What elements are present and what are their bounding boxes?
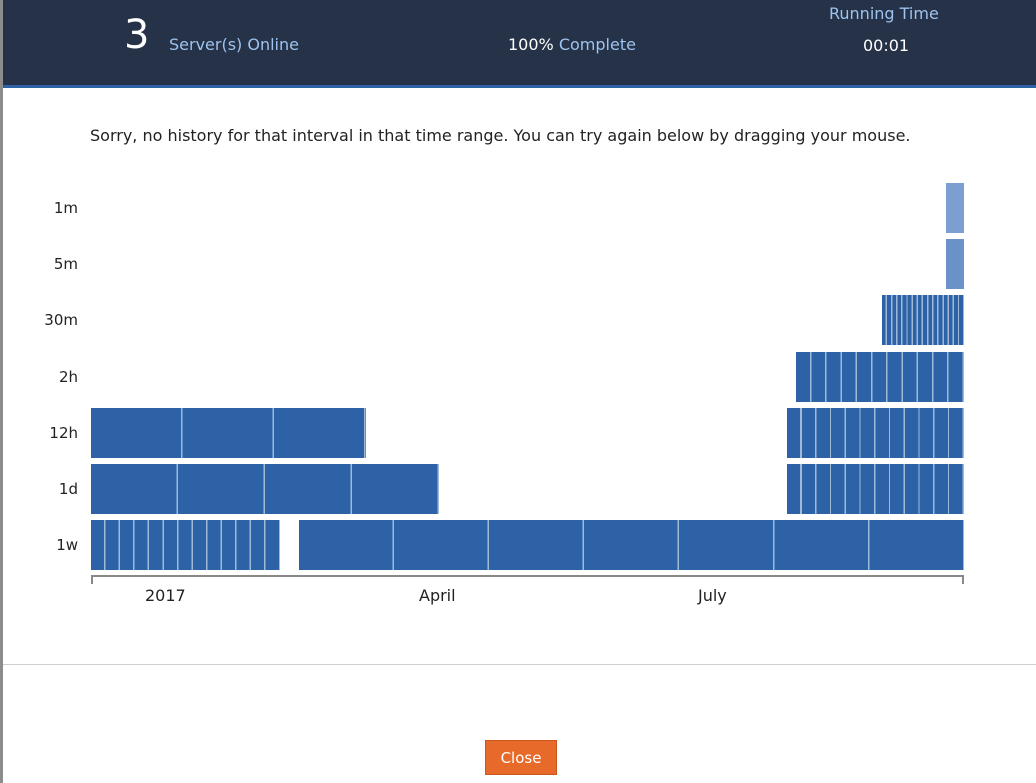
progress-status: 100% Complete bbox=[508, 35, 636, 54]
row-label-30m: 30m bbox=[44, 311, 78, 329]
x-axis-end-tick bbox=[962, 575, 964, 584]
timeline-bar-1m-0[interactable] bbox=[946, 183, 964, 233]
timeline-bar-1w-1[interactable] bbox=[299, 520, 964, 570]
row-label-12h: 12h bbox=[49, 424, 78, 442]
no-history-message: Sorry, no history for that interval in t… bbox=[90, 126, 911, 145]
running-time-value: 00:01 bbox=[863, 36, 910, 55]
progress-label: Complete bbox=[558, 35, 636, 54]
timeline-bar-2h-0[interactable] bbox=[796, 352, 964, 402]
timeline-bar-1w-0[interactable] bbox=[91, 520, 280, 570]
close-button[interactable]: Close bbox=[485, 740, 557, 775]
timeline-bar-30m-0[interactable] bbox=[882, 295, 964, 345]
x-tick-label-july: July bbox=[698, 586, 727, 605]
row-label-1w: 1w bbox=[56, 536, 78, 554]
timeline-bar-12h-0[interactable] bbox=[91, 408, 366, 458]
x-tick-label-april: April bbox=[419, 586, 456, 605]
x-axis-line bbox=[91, 575, 964, 577]
row-label-1d: 1d bbox=[58, 480, 78, 498]
running-time-label: Running Time bbox=[829, 4, 939, 23]
row-label-2h: 2h bbox=[58, 368, 78, 386]
footer-divider bbox=[3, 664, 1036, 665]
progress-percent: 100% bbox=[508, 35, 554, 54]
timeline-bar-12h-1[interactable] bbox=[787, 408, 964, 458]
x-axis-start-tick bbox=[91, 575, 93, 584]
timeline-bar-5m-0[interactable] bbox=[946, 239, 964, 289]
server-count: 3 bbox=[124, 12, 150, 58]
x-tick-label-2017: 2017 bbox=[145, 586, 186, 605]
timeline-bar-1d-0[interactable] bbox=[91, 464, 439, 514]
server-online-label: Server(s) Online bbox=[169, 35, 299, 54]
status-header: 3 Server(s) Online 100% Complete Running… bbox=[3, 0, 1036, 88]
timeline-bar-1d-1[interactable] bbox=[787, 464, 964, 514]
row-label-1m: 1m bbox=[53, 199, 78, 217]
row-label-5m: 5m bbox=[53, 255, 78, 273]
dialog-left-edge bbox=[0, 0, 3, 783]
